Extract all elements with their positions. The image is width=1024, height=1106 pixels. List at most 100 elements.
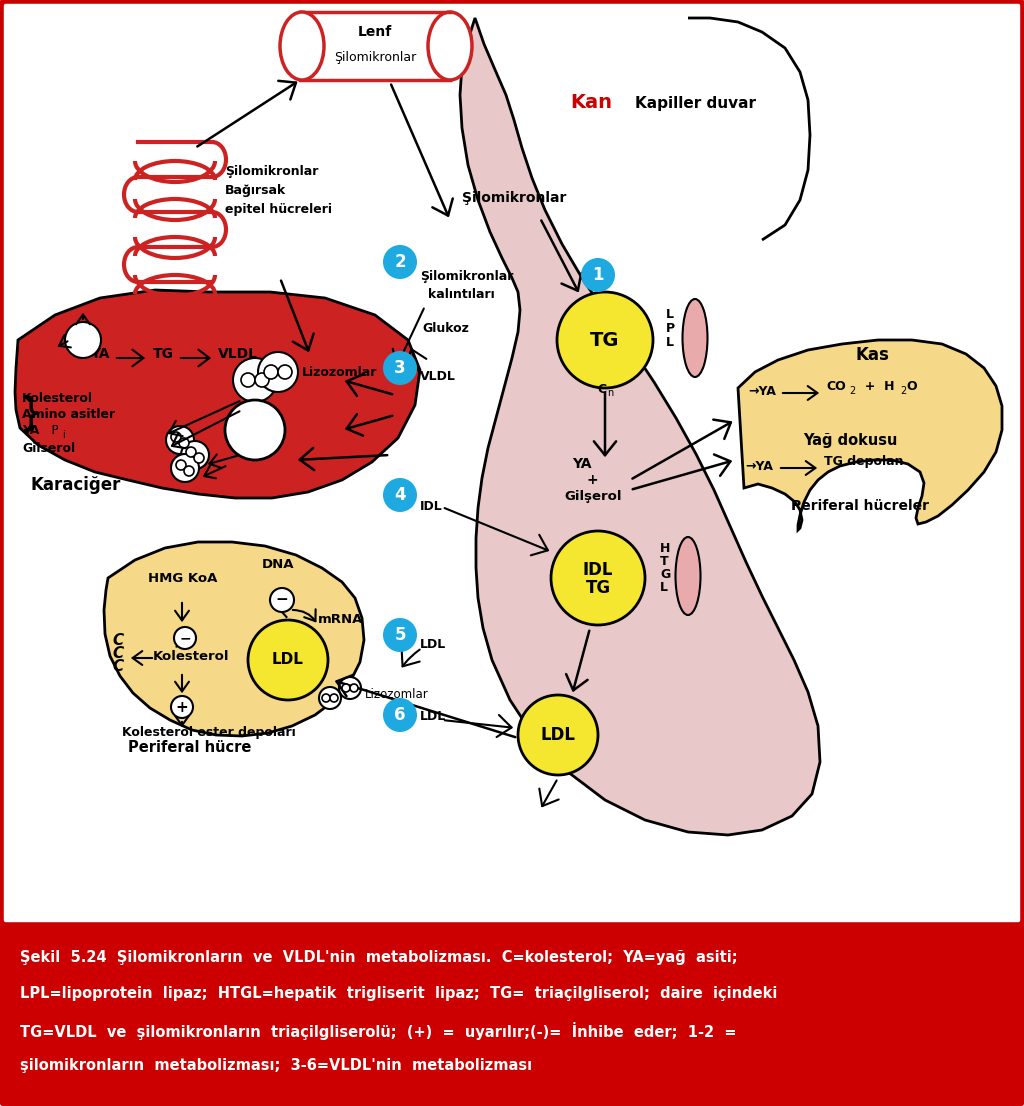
Circle shape <box>186 447 196 457</box>
Text: HMG KoA: HMG KoA <box>148 572 217 585</box>
Text: Kapiller duvar: Kapiller duvar <box>635 96 756 111</box>
Circle shape <box>194 453 204 463</box>
Text: YA: YA <box>572 457 592 471</box>
Text: Kas: Kas <box>855 346 889 364</box>
Ellipse shape <box>280 12 324 80</box>
Circle shape <box>383 698 417 732</box>
Text: }: } <box>18 394 43 432</box>
Text: epitel hücreleri: epitel hücreleri <box>225 204 332 216</box>
Circle shape <box>65 322 101 358</box>
Text: +: + <box>587 473 599 487</box>
Ellipse shape <box>428 12 472 80</box>
Text: Kolesterol: Kolesterol <box>153 650 229 662</box>
FancyBboxPatch shape <box>1 925 1023 1105</box>
Text: LPL=lipoprotein  lipaz;  HTGL=hepatik  trigliserit  lipaz;  TG=  triaçilgliserol: LPL=lipoprotein lipaz; HTGL=hepatik trig… <box>20 987 777 1001</box>
Text: IDL: IDL <box>420 500 442 513</box>
Circle shape <box>171 432 181 442</box>
Circle shape <box>171 696 193 718</box>
Text: Karaciğer: Karaciğer <box>30 476 121 494</box>
Text: kalıntıları: kalıntıları <box>428 288 495 301</box>
Text: LDL: LDL <box>541 726 575 744</box>
Text: T: T <box>660 555 669 568</box>
Ellipse shape <box>676 538 700 615</box>
Circle shape <box>184 466 194 476</box>
Text: →YA: →YA <box>748 385 776 398</box>
Text: +  H: + H <box>856 380 895 393</box>
Text: Şilomikronlar: Şilomikronlar <box>334 52 416 64</box>
Text: Bağırsak: Bağırsak <box>225 184 287 197</box>
Text: Şilomikronlar: Şilomikronlar <box>420 270 513 283</box>
Text: Lenf: Lenf <box>357 25 392 39</box>
Circle shape <box>166 426 194 453</box>
Text: C: C <box>112 659 123 674</box>
Text: mRNA: mRNA <box>318 613 364 626</box>
Text: P: P <box>44 424 58 437</box>
Circle shape <box>171 453 199 482</box>
Circle shape <box>581 258 615 292</box>
Text: Gilşerol: Gilşerol <box>564 490 622 503</box>
Text: C: C <box>112 633 123 648</box>
Text: +: + <box>176 699 188 714</box>
Circle shape <box>176 460 186 470</box>
Text: Periferal hücre: Periferal hücre <box>128 740 252 755</box>
FancyBboxPatch shape <box>1 1 1023 925</box>
Ellipse shape <box>683 299 708 377</box>
Text: VLDL: VLDL <box>420 371 456 383</box>
Text: CO: CO <box>826 380 846 393</box>
Text: Lizozomlar: Lizozomlar <box>302 366 378 379</box>
FancyBboxPatch shape <box>300 12 450 80</box>
Circle shape <box>241 373 255 387</box>
Circle shape <box>258 352 298 392</box>
Text: H: H <box>660 542 671 555</box>
Circle shape <box>339 677 361 699</box>
Text: 6: 6 <box>394 706 406 724</box>
Text: O: O <box>906 380 916 393</box>
Text: 4: 4 <box>394 486 406 504</box>
Circle shape <box>270 588 294 612</box>
Circle shape <box>557 292 653 388</box>
Circle shape <box>383 618 417 653</box>
Text: VLDL: VLDL <box>218 347 258 361</box>
Circle shape <box>383 351 417 385</box>
Text: L: L <box>666 307 674 321</box>
Text: →YA: →YA <box>745 460 773 473</box>
Polygon shape <box>460 18 820 835</box>
Text: IDL: IDL <box>583 561 613 580</box>
Text: Şekil  5.24  Şilomikronların  ve  VLDL'nin  metabolizması.  C=kolesterol;  YA=ya: Şekil 5.24 Şilomikronların ve VLDL'nin m… <box>20 950 737 966</box>
Text: L: L <box>660 581 668 594</box>
Text: TG=VLDL  ve  şilomikronların  triaçilgliserolü;  (+)  =  uyarılır;(-)=  İnhibe  : TG=VLDL ve şilomikronların triaçilgliser… <box>20 1022 736 1040</box>
Circle shape <box>278 365 292 379</box>
Circle shape <box>383 478 417 512</box>
Text: Gilserol: Gilserol <box>22 442 75 455</box>
Text: i: i <box>62 430 65 440</box>
Circle shape <box>342 684 350 692</box>
Polygon shape <box>15 290 420 498</box>
Text: LDL: LDL <box>272 653 304 668</box>
Text: LDL: LDL <box>420 710 446 723</box>
Text: TG: TG <box>590 331 620 349</box>
Text: n: n <box>607 388 613 398</box>
Circle shape <box>319 687 341 709</box>
Circle shape <box>179 438 189 448</box>
Text: 5: 5 <box>394 626 406 644</box>
Circle shape <box>383 246 417 279</box>
Circle shape <box>330 693 338 702</box>
Polygon shape <box>104 542 364 735</box>
Circle shape <box>350 684 358 692</box>
Circle shape <box>248 620 328 700</box>
Text: G: G <box>660 568 671 581</box>
Text: 3: 3 <box>394 359 406 377</box>
Text: TG: TG <box>586 580 610 597</box>
Circle shape <box>518 695 598 775</box>
Text: LDL: LDL <box>420 638 446 651</box>
Text: Şilomikronlar: Şilomikronlar <box>462 191 566 205</box>
Text: 2: 2 <box>900 386 906 396</box>
Polygon shape <box>738 340 1002 530</box>
Circle shape <box>174 627 196 649</box>
Text: YA: YA <box>90 347 110 361</box>
Text: şilomikronların  metabolizması;  3-6=VLDL'nin  metabolizması: şilomikronların metabolizması; 3-6=VLDL'… <box>20 1058 532 1073</box>
Text: C: C <box>112 646 123 661</box>
Text: Şilomikronlar: Şilomikronlar <box>225 165 318 178</box>
Text: Periferal hücreler: Periferal hücreler <box>791 499 929 513</box>
Text: Lizozomlar: Lizozomlar <box>365 688 429 700</box>
